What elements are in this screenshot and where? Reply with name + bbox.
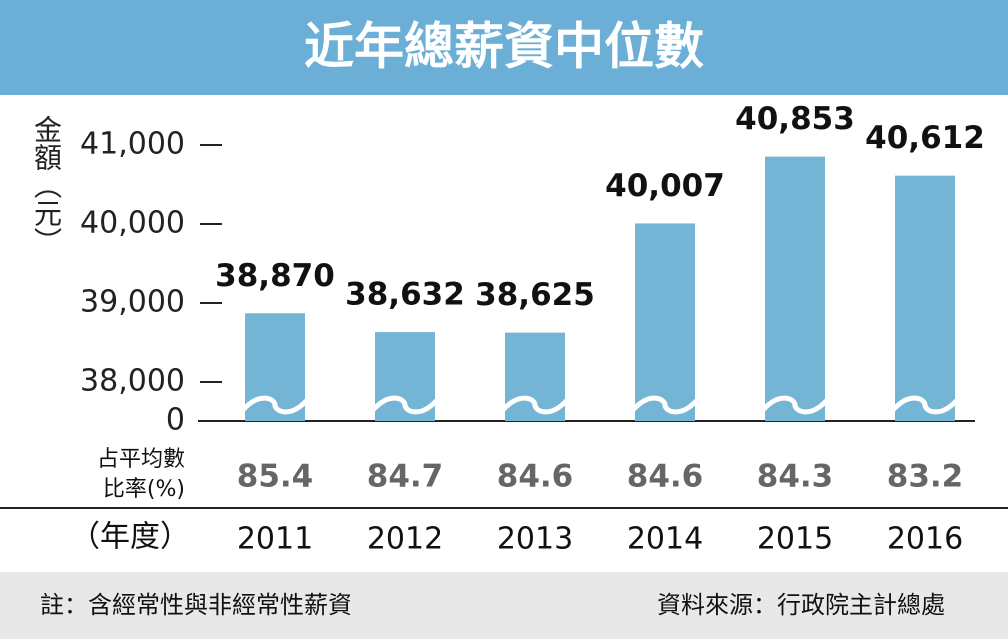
y-axis-label: 金額（元） <box>30 115 63 255</box>
value-label: 40,007 <box>605 168 725 204</box>
footer-band <box>0 572 1008 639</box>
title-band <box>0 0 1008 95</box>
value-label: 38,870 <box>215 258 335 294</box>
ratio-value: 85.4 <box>237 459 314 495</box>
y-tick-label: 41,000 <box>80 127 185 162</box>
y-tick-label: 40,000 <box>80 206 185 241</box>
ratio-value: 84.6 <box>627 459 704 495</box>
ratio-label: 比率(%) <box>103 477 185 502</box>
axis-break <box>891 395 959 415</box>
ratio-value: 84.3 <box>757 459 834 495</box>
x-axis-label: （年度） <box>70 520 190 555</box>
axis-break <box>501 395 569 415</box>
bar <box>895 175 955 421</box>
axis-break <box>241 395 309 415</box>
ratio-label: 占平均數 <box>97 447 185 472</box>
axis-break <box>371 395 439 415</box>
y-tick-label: 38,000 <box>80 364 185 399</box>
x-tick-label: 2013 <box>497 522 573 557</box>
chart-title: 近年總薪資中位數 <box>304 18 704 76</box>
source: 資料來源：行政院主計總處 <box>657 591 945 619</box>
bar <box>765 156 825 421</box>
value-label: 40,612 <box>865 120 985 156</box>
y-tick-label: 0 <box>166 403 185 438</box>
x-tick-label: 2014 <box>627 522 703 557</box>
ratio-value: 84.7 <box>367 459 444 495</box>
x-tick-label: 2016 <box>887 522 963 557</box>
value-label: 38,632 <box>345 277 465 313</box>
ratio-value: 83.2 <box>887 459 964 495</box>
footnote: 註：含經常性與非經常性薪資 <box>40 591 352 619</box>
x-tick-label: 2012 <box>367 522 443 557</box>
bar <box>635 223 695 421</box>
axis-break <box>631 395 699 415</box>
y-tick-label: 39,000 <box>80 285 185 320</box>
value-label: 40,853 <box>735 101 855 137</box>
ratio-value: 84.6 <box>497 459 574 495</box>
axis-break <box>761 395 829 415</box>
x-tick-label: 2011 <box>237 522 313 557</box>
value-label: 38,625 <box>475 277 595 313</box>
x-tick-label: 2015 <box>757 522 833 557</box>
